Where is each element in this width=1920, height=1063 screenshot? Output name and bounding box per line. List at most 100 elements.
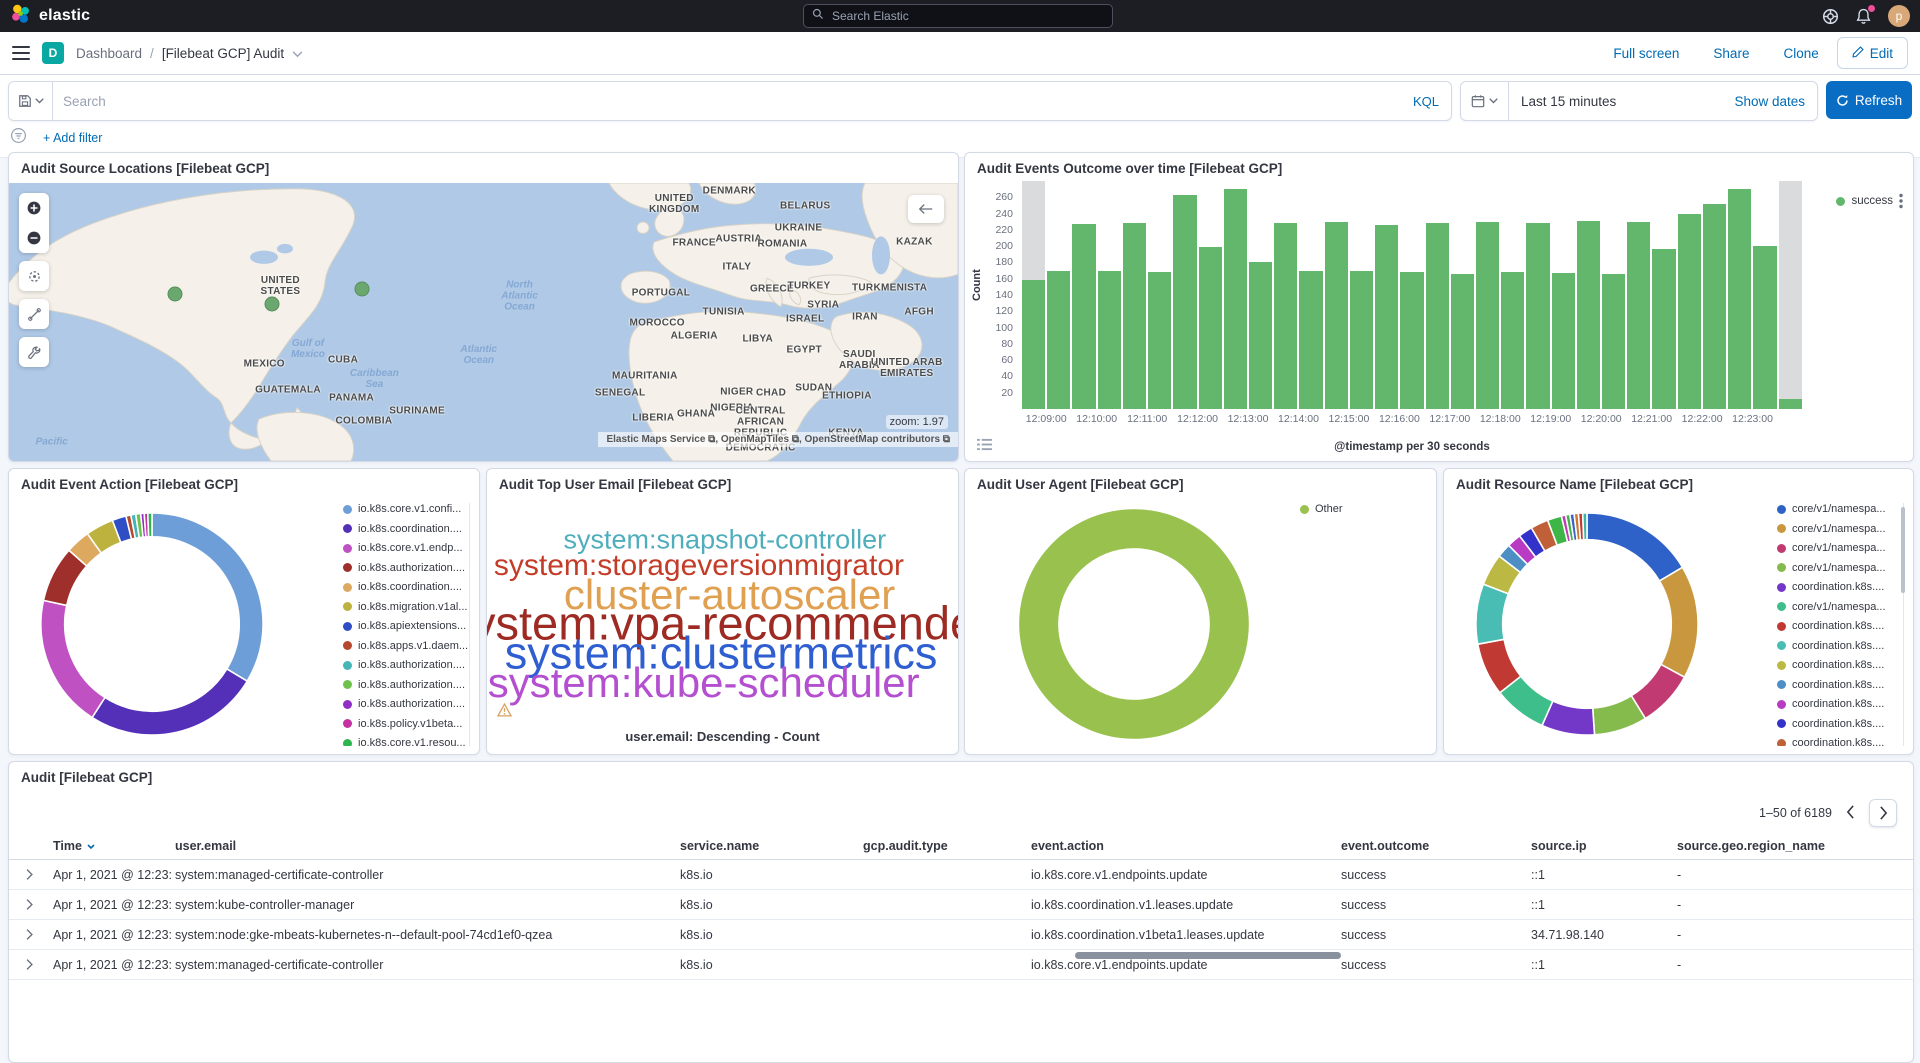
legend-item[interactable]: coordination.k8s.... xyxy=(1777,718,1905,730)
map-legend-collapse-button[interactable] xyxy=(908,195,944,223)
legend-item[interactable]: io.k8s.authorization.... xyxy=(343,659,471,671)
legend-item[interactable]: core/v1/namespa... xyxy=(1777,601,1905,613)
legend-options-icon[interactable] xyxy=(1899,193,1903,209)
user-agent-donut-chart[interactable] xyxy=(1011,501,1257,747)
legend-item[interactable]: io.k8s.authorization.... xyxy=(343,562,471,574)
legend-item[interactable]: core/v1/namespa... xyxy=(1777,542,1905,554)
add-filter-button[interactable]: + Add filter xyxy=(37,130,108,146)
row-expand-chevron-icon[interactable] xyxy=(9,927,49,942)
tag-cloud-word[interactable]: cluster-autoscaler xyxy=(563,570,896,618)
legend-scrollbar-thumb[interactable] xyxy=(1901,507,1905,593)
bar-bucket[interactable] xyxy=(1450,181,1474,409)
elastic-brand[interactable]: elastic xyxy=(10,3,90,30)
bar-bucket[interactable] xyxy=(1728,181,1752,409)
help-icon[interactable] xyxy=(1822,8,1839,25)
legend-item[interactable]: core/v1/namespa... xyxy=(1777,562,1905,574)
legend-item[interactable]: core/v1/namespa... xyxy=(1777,503,1905,515)
column-header-service-name[interactable]: service.name xyxy=(680,839,760,853)
bar-bucket[interactable] xyxy=(1753,181,1777,409)
dashboard-badge[interactable]: D xyxy=(42,42,64,64)
bar-bucket[interactable] xyxy=(1097,181,1121,409)
map-attribution[interactable]: Elastic Maps Service ⧉, OpenMapTiles ⧉, … xyxy=(598,432,958,447)
global-search-input[interactable] xyxy=(830,8,1104,24)
filter-set-icon[interactable] xyxy=(10,127,27,149)
legend-item[interactable]: io.k8s.coordination.... xyxy=(343,523,471,535)
tag-cloud-word[interactable]: system:vpa-recommender xyxy=(487,596,958,650)
bar-bucket[interactable] xyxy=(1375,181,1399,409)
nav-action-full-screen[interactable]: Full screen xyxy=(1607,45,1685,62)
legend-item[interactable]: io.k8s.core.v1.endp... xyxy=(343,542,471,554)
event-action-donut-chart[interactable] xyxy=(33,505,271,743)
user-avatar[interactable]: p xyxy=(1888,5,1910,27)
bar-bucket[interactable] xyxy=(1425,181,1449,409)
legend-item[interactable]: coordination.k8s.... xyxy=(1777,640,1905,652)
bar-bucket[interactable] xyxy=(1652,181,1676,409)
legend-toggle-icon[interactable] xyxy=(971,437,998,455)
query-input[interactable] xyxy=(53,93,1401,109)
bar-bucket[interactable] xyxy=(1324,181,1348,409)
legend-item[interactable]: io.k8s.migration.v1al... xyxy=(343,601,471,613)
row-expand-chevron-icon[interactable] xyxy=(9,957,49,972)
bar-bucket[interactable] xyxy=(1602,181,1626,409)
map-set-view-icon[interactable] xyxy=(19,261,49,291)
refresh-button[interactable]: Refresh xyxy=(1826,81,1912,119)
horizontal-scrollbar[interactable] xyxy=(1075,952,1341,959)
nav-action-share[interactable]: Share xyxy=(1707,45,1755,62)
map-zoom-in-button[interactable] xyxy=(19,193,49,223)
edit-button[interactable]: Edit xyxy=(1836,37,1908,69)
global-search[interactable] xyxy=(803,4,1113,28)
time-range-value[interactable]: Last 15 minutes xyxy=(1521,93,1617,109)
donut-slice[interactable] xyxy=(1586,512,1684,582)
bar-bucket[interactable] xyxy=(1677,181,1701,409)
legend-item[interactable]: io.k8s.core.v1.resou... xyxy=(343,737,471,746)
tag-cloud-word[interactable]: system:snapshot-controller xyxy=(563,524,887,555)
chevron-down-icon[interactable] xyxy=(292,46,303,61)
bar-bucket[interactable] xyxy=(1475,181,1500,409)
bar-bucket[interactable] xyxy=(1627,181,1651,409)
tag-cloud-word[interactable]: system:kube-scheduler xyxy=(487,658,920,706)
bar-bucket[interactable] xyxy=(1576,181,1601,409)
column-header-event-action[interactable]: event.action xyxy=(1031,839,1104,853)
pagination-prev-button[interactable] xyxy=(1842,801,1859,826)
legend-item[interactable]: io.k8s.core.v1.confi... xyxy=(343,503,471,515)
donut-slice[interactable] xyxy=(91,668,249,736)
donut-slice[interactable] xyxy=(40,599,106,719)
bar-bucket[interactable] xyxy=(1072,181,1096,409)
row-expand-chevron-icon[interactable] xyxy=(9,897,49,912)
notifications-bell-icon[interactable] xyxy=(1855,4,1875,25)
breadcrumb-dashboard[interactable]: Dashboard xyxy=(76,45,143,61)
calendar-icon-button[interactable] xyxy=(1461,82,1509,120)
bar-bucket[interactable] xyxy=(1198,181,1222,409)
column-header-source-geo-region-name[interactable]: source.geo.region_name xyxy=(1677,839,1825,853)
legend-item[interactable]: io.k8s.policy.v1beta... xyxy=(343,718,471,730)
kql-language-button[interactable]: KQL xyxy=(1412,93,1439,109)
legend-item[interactable]: coordination.k8s.... xyxy=(1777,581,1905,593)
map-data-marker[interactable] xyxy=(264,296,280,312)
nav-action-clone[interactable]: Clone xyxy=(1777,45,1824,62)
bar-bucket[interactable] xyxy=(1248,181,1273,409)
donut-slice[interactable] xyxy=(1581,512,1588,541)
donut-slice[interactable] xyxy=(1475,583,1510,645)
bar-bucket[interactable] xyxy=(1299,181,1323,409)
bar-bucket[interactable] xyxy=(1223,181,1247,409)
map-data-marker[interactable] xyxy=(167,286,183,302)
bar-bucket[interactable] xyxy=(1047,181,1071,409)
bar-bucket[interactable] xyxy=(1274,181,1298,409)
row-expand-chevron-icon[interactable] xyxy=(9,867,49,882)
bar-bucket[interactable] xyxy=(1400,181,1424,409)
world-map[interactable]: UNITED STATES MEXICO CUBA GUATEMALA PANAMA CO… xyxy=(9,183,958,461)
resource-name-donut-chart[interactable] xyxy=(1468,505,1706,743)
legend-item[interactable]: coordination.k8s.... xyxy=(1777,679,1905,691)
column-header-gcp-audit-type[interactable]: gcp.audit.type xyxy=(863,839,948,853)
chart-legend[interactable]: success xyxy=(1836,193,1903,209)
legend-item[interactable]: io.k8s.apiextensions... xyxy=(343,620,471,632)
bar-bucket[interactable] xyxy=(1148,181,1172,409)
map-draw-line-icon[interactable] xyxy=(19,299,49,329)
warning-icon[interactable] xyxy=(496,702,513,722)
legend-item[interactable]: coordination.k8s.... xyxy=(1777,659,1905,671)
bar-bucket[interactable] xyxy=(1778,181,1802,409)
menu-hamburger-icon[interactable] xyxy=(12,46,30,60)
map-data-marker[interactable] xyxy=(354,281,370,297)
tag-cloud-word[interactable]: system:storageversionmigrator xyxy=(493,549,905,583)
legend-item[interactable]: Other xyxy=(1300,503,1428,515)
